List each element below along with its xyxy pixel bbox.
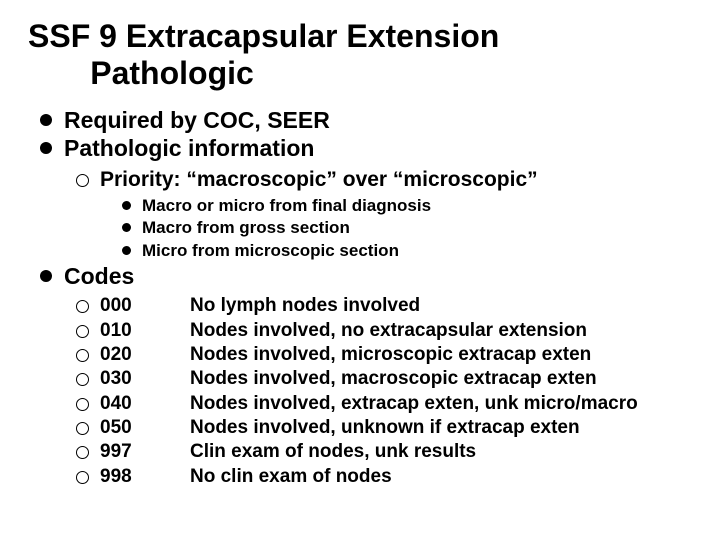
title-line-2: Pathologic <box>90 55 254 91</box>
bullet-list-level3: Macro or micro from final diagnosis Macr… <box>100 195 692 261</box>
item-text: Micro from microscopic section <box>142 241 399 260</box>
item-text: Macro from gross section <box>142 218 350 237</box>
item-text: Priority: “macroscopic” over “microscopi… <box>100 168 538 191</box>
code-row: 020Nodes involved, microscopic extracap … <box>76 343 692 367</box>
code-number: 998 <box>100 465 190 489</box>
code-description: Nodes involved, no extracapsular extensi… <box>190 319 692 343</box>
list-item: Priority: “macroscopic” over “microscopi… <box>76 167 692 262</box>
code-description: No clin exam of nodes <box>190 465 692 489</box>
slide-title: SSF 9 Extracapsular Extension Pathologic <box>28 18 692 92</box>
code-row: 030Nodes involved, macroscopic extracap … <box>76 367 692 391</box>
code-number: 020 <box>100 343 190 367</box>
code-description: Nodes involved, macroscopic extracap ext… <box>190 367 692 391</box>
code-description: Clin exam of nodes, unk results <box>190 440 692 464</box>
list-item: Macro from gross section <box>122 217 692 239</box>
list-item: Pathologic information Priority: “macros… <box>40 134 692 261</box>
code-number: 030 <box>100 367 190 391</box>
list-item: Micro from microscopic section <box>122 240 692 262</box>
item-text: Required by COC, SEER <box>64 107 330 133</box>
code-number: 050 <box>100 416 190 440</box>
code-description: No lymph nodes involved <box>190 294 692 318</box>
code-number: 000 <box>100 294 190 318</box>
code-number: 010 <box>100 319 190 343</box>
code-number: 997 <box>100 440 190 464</box>
item-text: Macro or micro from final diagnosis <box>142 196 431 215</box>
item-text: Pathologic information <box>64 135 314 161</box>
code-description: Nodes involved, microscopic extracap ext… <box>190 343 692 367</box>
bullet-list-level1: Required by COC, SEER Pathologic informa… <box>28 106 692 489</box>
item-text: Codes <box>64 263 134 289</box>
title-line-1: SSF 9 Extracapsular Extension <box>28 18 499 54</box>
code-row: 997Clin exam of nodes, unk results <box>76 440 692 464</box>
codes-list: 000No lymph nodes involved 010Nodes invo… <box>64 294 692 489</box>
list-item: Codes 000No lymph nodes involved 010Node… <box>40 262 692 489</box>
code-number: 040 <box>100 392 190 416</box>
code-row: 050Nodes involved, unknown if extracap e… <box>76 416 692 440</box>
code-row: 000No lymph nodes involved <box>76 294 692 318</box>
list-item: Macro or micro from final diagnosis <box>122 195 692 217</box>
code-row: 040Nodes involved, extracap exten, unk m… <box>76 392 692 416</box>
code-description: Nodes involved, extracap exten, unk micr… <box>190 392 692 416</box>
code-description: Nodes involved, unknown if extracap exte… <box>190 416 692 440</box>
code-row: 010Nodes involved, no extracapsular exte… <box>76 319 692 343</box>
code-row: 998No clin exam of nodes <box>76 465 692 489</box>
bullet-list-level2: Priority: “macroscopic” over “microscopi… <box>64 167 692 262</box>
list-item: Required by COC, SEER <box>40 106 692 135</box>
